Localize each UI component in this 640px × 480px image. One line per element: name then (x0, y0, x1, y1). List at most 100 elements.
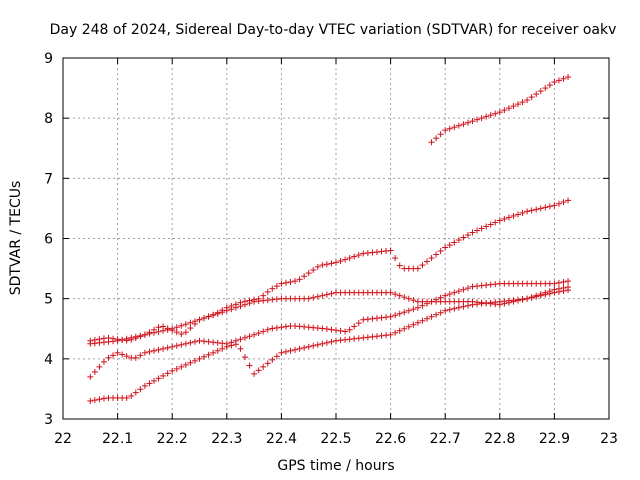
data-point (492, 219, 499, 226)
data-point (483, 223, 490, 230)
data-point (355, 252, 362, 259)
data-point (478, 300, 485, 307)
data-point (187, 319, 194, 326)
x-tick-label: 22 (54, 431, 72, 447)
data-point (219, 340, 226, 347)
data-point (360, 250, 367, 257)
data-point (455, 304, 462, 311)
data-point (405, 307, 412, 314)
data-point (328, 290, 335, 297)
data-point (433, 251, 440, 258)
data-point (155, 346, 162, 353)
data-point (173, 329, 180, 336)
data-point (219, 345, 226, 352)
data-point (232, 301, 239, 308)
data-point (333, 337, 339, 344)
data-point (433, 296, 440, 303)
y-tick-label: 8 (44, 111, 53, 127)
data-point (178, 363, 185, 370)
data-point (282, 348, 289, 355)
data-point (100, 395, 107, 402)
data-point (333, 259, 339, 266)
data-point (474, 301, 481, 308)
data-point (182, 321, 189, 328)
data-point (260, 297, 267, 304)
data-point (428, 139, 435, 146)
data-point (442, 244, 449, 251)
data-point (273, 283, 280, 290)
data-point (237, 336, 244, 343)
data-point (146, 348, 153, 355)
data-point (128, 336, 135, 343)
data-point (383, 248, 390, 255)
data-point (464, 119, 471, 126)
data-point (351, 335, 358, 342)
data-point (123, 353, 130, 360)
data-point (560, 287, 567, 294)
data-point (319, 325, 326, 332)
data-point (469, 229, 476, 236)
data-point (565, 197, 572, 204)
data-point (496, 109, 503, 116)
data-point (351, 253, 358, 260)
data-point (323, 326, 330, 333)
y-axis-label: SDTVAR / TECUs (8, 181, 24, 296)
data-point (451, 239, 458, 246)
data-point (515, 101, 521, 108)
data-point (278, 280, 285, 287)
data-point (483, 113, 490, 120)
data-point (360, 316, 367, 323)
data-point (292, 346, 299, 353)
data-point (455, 122, 462, 129)
data-point (565, 287, 572, 294)
data-point (87, 337, 94, 344)
data-point (251, 331, 258, 338)
data-point (342, 336, 349, 343)
data-point (96, 336, 103, 343)
data-point (410, 321, 417, 328)
data-point (505, 297, 512, 304)
data-point (510, 297, 517, 304)
data-point (437, 248, 444, 255)
data-point (182, 361, 189, 368)
data-point (137, 352, 144, 359)
data-point (137, 386, 144, 393)
data-point (478, 282, 485, 289)
data-point (369, 249, 376, 256)
data-point (501, 215, 508, 222)
data-point (446, 242, 453, 249)
data-point (242, 334, 248, 341)
data-point (91, 397, 98, 404)
data-point (123, 394, 130, 401)
data-point (528, 207, 535, 214)
data-point (269, 325, 276, 332)
data-point (424, 300, 430, 307)
data-point (96, 396, 103, 403)
data-point (469, 118, 476, 125)
data-point (560, 75, 567, 82)
data-point (424, 315, 430, 322)
data-point (346, 326, 353, 333)
y-tick-label: 5 (44, 292, 53, 308)
y-tick-label: 9 (44, 51, 53, 67)
data-point (328, 338, 335, 345)
data-point (182, 340, 189, 347)
data-point (396, 262, 403, 269)
data-point (269, 285, 276, 292)
data-point (310, 266, 317, 273)
data-point (419, 317, 426, 324)
data-point (255, 295, 262, 302)
data-point (392, 329, 399, 336)
data-point (546, 203, 553, 210)
data-point (492, 281, 499, 288)
data-point (191, 320, 198, 327)
data-point (496, 217, 503, 224)
data-point (151, 347, 157, 354)
data-point (260, 363, 267, 370)
data-point (151, 326, 157, 333)
data-point (178, 331, 185, 338)
data-point (264, 297, 271, 304)
data-point (337, 337, 344, 344)
data-point (314, 263, 321, 270)
data-point (273, 296, 280, 303)
